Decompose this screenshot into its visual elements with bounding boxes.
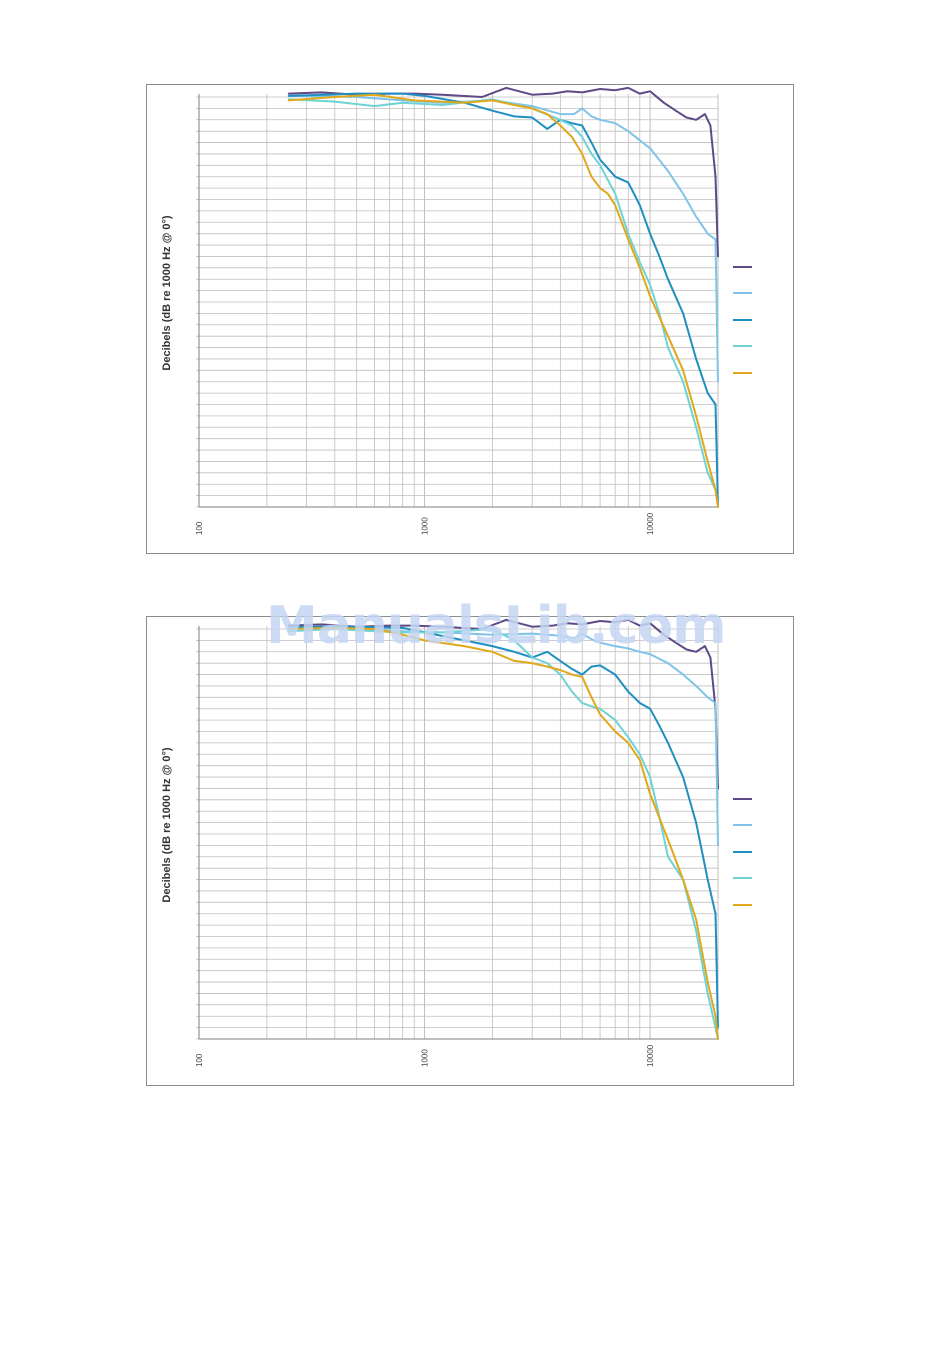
x-tick-label: 1000 [421,1049,430,1067]
x-tick-label: 1000 [421,517,430,535]
series-line [287,92,719,508]
x-tick-label: 100 [195,521,204,535]
chart-panel-2: Decibels (dB re 1000 Hz @ 0°) 100 1000 100… [146,616,794,1086]
series-line [287,94,719,383]
watermark-text: ManualsLib.com [266,596,726,656]
chart-plot-2: 100 1000 10000 [195,618,752,1067]
series-line [287,626,719,847]
series-line [287,618,719,790]
x-tick-label: 10000 [646,1044,655,1067]
series-line [287,626,719,1040]
x-tick-label: 10000 [646,512,655,535]
series-line [287,625,719,1029]
chart-panel-1: Decibels (dB re 1000 Hz @ 0°) 100 1000 100… [146,84,794,554]
chart-plot-1: 100 1000 10000 [195,86,752,535]
series-line [287,86,719,258]
series-line [287,98,719,508]
x-tick-label: 100 [195,1053,204,1067]
series-line [287,93,719,508]
